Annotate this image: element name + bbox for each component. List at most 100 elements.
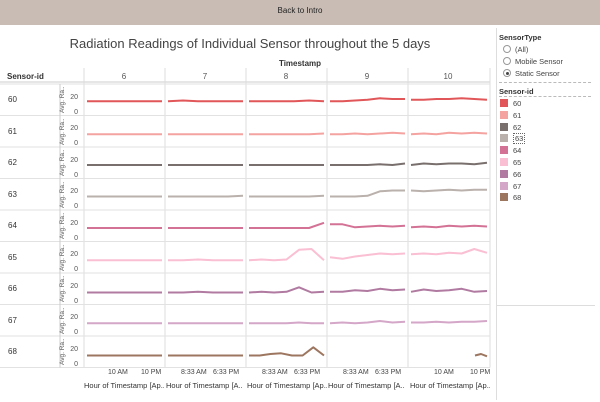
back-to-intro-button[interactable]: Back to Intro [277, 6, 323, 15]
radio-selected-icon [503, 69, 511, 77]
x-axis-title: Hour of Timestamp [Ap.. [247, 381, 327, 390]
series-line-63-day-10 [410, 188, 487, 193]
series-line-66-day-7 [168, 290, 243, 294]
legend-label: 63 [513, 133, 526, 145]
legend-label: 62 [513, 122, 522, 132]
series-line-65-day-7 [168, 258, 243, 262]
day-header-8: 8 [283, 72, 289, 81]
series-line-63-day-8 [249, 194, 325, 198]
radio-icon [503, 45, 511, 53]
series-line-65-day-8 [248, 248, 325, 262]
legend-item-61[interactable]: 61 [500, 110, 522, 120]
series-line-63-day-9 [330, 189, 405, 198]
series-line-60-day-10 [411, 97, 488, 101]
legend-swatch [500, 122, 508, 131]
legend-item-63[interactable]: 63 [500, 133, 526, 145]
filter-option-label: Static Sensor [515, 69, 560, 78]
x-axis-title: Hour of Timestamp [A.. [328, 381, 405, 390]
y-tick: 0 [74, 360, 78, 368]
x-tick: 10 PM [470, 369, 491, 376]
row-label-sensor-63: 63 [8, 189, 17, 199]
panel-footer [497, 305, 595, 401]
row-label-sensor-60: 60 [8, 95, 17, 104]
x-tick: 6:33 PM [213, 369, 240, 376]
legend-label: 65 [513, 158, 522, 167]
legend-swatch [500, 158, 508, 166]
series-line-67-day-9 [329, 320, 406, 325]
filter-option-label: Mobile Sensor [515, 57, 563, 66]
y-tick: 20 [70, 314, 78, 321]
filter-option-mobile-sensor[interactable]: Mobile Sensor [503, 57, 563, 66]
sensor-id-header: Sensor-id [7, 72, 44, 81]
series-line-61-day-8 [249, 132, 325, 136]
y-tick: 20 [70, 156, 78, 164]
legend-item-62[interactable]: 62 [500, 122, 522, 132]
series-line-65-day-9 [329, 252, 406, 260]
legend-swatch [500, 99, 508, 107]
y-tick: 20 [70, 125, 78, 132]
legend-swatch [500, 193, 508, 202]
series-line-64-day-10 [410, 224, 488, 229]
legend-label: 64 [513, 146, 522, 156]
radio-icon [503, 57, 511, 65]
top-bar: Back to Intro [0, 0, 600, 25]
legend-swatch [500, 134, 508, 143]
filter-panel: SensorType (All) Mobile Sensor Static Se… [496, 28, 595, 400]
y-tick: 0 [74, 234, 78, 242]
divider [499, 96, 591, 97]
series-line-65-day-10 [410, 248, 488, 256]
x-tick: 6:33 PM [294, 369, 321, 376]
legend-item-67[interactable]: 67 [500, 181, 521, 191]
legend-title: Sensor-id [499, 87, 534, 96]
legend-swatch [500, 169, 508, 178]
legend-label: 61 [513, 110, 522, 120]
legend-item-60[interactable]: 60 [500, 99, 521, 108]
y-tick: 0 [74, 329, 78, 336]
legend-label: 60 [513, 99, 522, 108]
day-header-9: 9 [364, 72, 370, 81]
legend-item-66[interactable]: 66 [500, 169, 522, 179]
filter-option-static-sensor[interactable]: Static Sensor [503, 69, 560, 78]
series-line-60-day-8 [249, 99, 325, 103]
series-line-60-day-7 [167, 99, 243, 103]
legend-swatch [500, 110, 508, 119]
filter-option-all[interactable]: (All) [503, 45, 528, 54]
x-tick: 8:33 AM [262, 369, 288, 376]
y-tick: 0 [74, 266, 78, 273]
series-line-64-day-8 [249, 221, 325, 229]
row-label-sensor-61: 61 [8, 126, 17, 136]
legend-label: 68 [513, 193, 522, 203]
row-label-sensor-62: 62 [8, 158, 17, 167]
x-tick: 6:33 PM [375, 369, 402, 376]
x-axis-title: Hour of Timestamp [Ap.. [410, 381, 490, 390]
y-tick: 20 [70, 345, 78, 353]
series-line-66-day-9 [330, 287, 406, 293]
legend-item-68[interactable]: 68 [500, 193, 521, 202]
day-header-10: 10 [443, 72, 453, 81]
y-tick: 0 [74, 108, 78, 116]
row-label-sensor-68: 68 [8, 347, 17, 356]
series-line-67-day-8 [249, 321, 324, 325]
x-tick: 8:33 AM [343, 369, 369, 376]
series-line-61-day-9 [330, 131, 406, 136]
series-line-62-day-9 [330, 162, 406, 166]
series-line-66-day-8 [248, 286, 325, 294]
y-tick: 20 [70, 219, 78, 227]
series-line-68-day-8 [249, 346, 325, 357]
timestamp-header: Timestamp [278, 59, 322, 68]
row-label-sensor-67: 67 [8, 315, 17, 325]
y-tick: 20 [70, 282, 78, 290]
y-tick: 0 [74, 140, 78, 147]
day-header-7: 7 [202, 72, 208, 81]
legend-item-64[interactable]: 64 [500, 146, 521, 155]
legend-item-65[interactable]: 65 [500, 158, 521, 167]
y-tick: 0 [74, 203, 78, 210]
series-line-64-day-9 [330, 223, 406, 229]
series-line-61-day-10 [410, 131, 488, 136]
divider [499, 82, 591, 83]
legend-label: 66 [513, 169, 522, 179]
legend-swatch [500, 146, 508, 155]
x-tick: 8:33 AM [181, 369, 207, 376]
series-line-68-day-10 [474, 353, 488, 358]
